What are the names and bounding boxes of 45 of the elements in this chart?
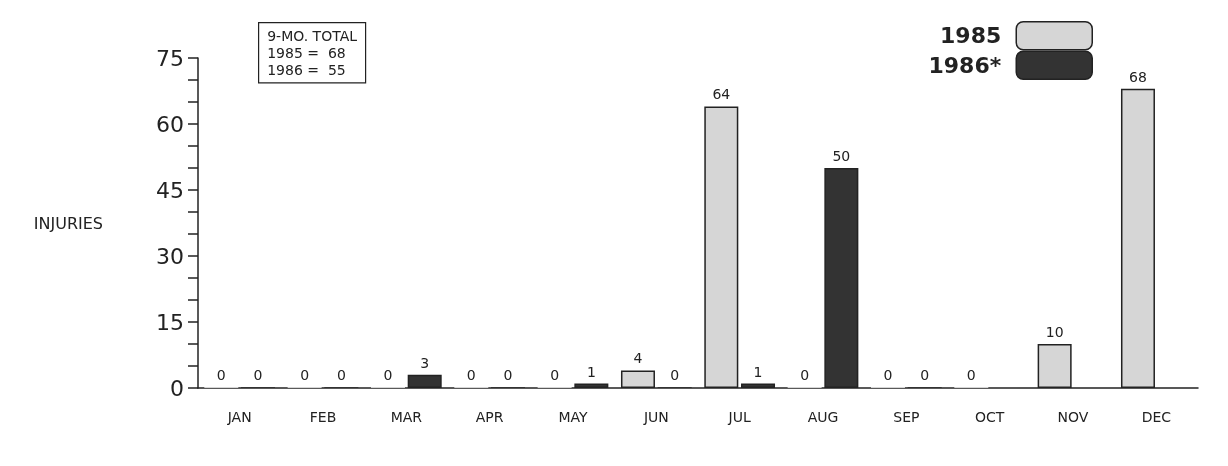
y-tick-label: 60 <box>156 111 184 137</box>
y-axis-title: INJURIES <box>33 213 103 233</box>
data-label: 0 <box>253 367 263 383</box>
annotation: 1986 = 55 <box>267 61 346 78</box>
data-label: 64 <box>712 86 731 103</box>
y-tick-label: 45 <box>156 177 184 203</box>
data-label: 0 <box>800 367 810 383</box>
x-tick-label: DEC <box>1141 409 1172 425</box>
data-label: 0 <box>920 367 930 383</box>
data-label: 0 <box>966 367 976 383</box>
x-tick-label: MAY <box>558 409 589 425</box>
y-tick-label: 15 <box>156 309 184 335</box>
x-tick-label: OCT <box>974 409 1005 425</box>
data-label: 0 <box>300 367 310 383</box>
x-tick-label: JUL <box>727 409 751 425</box>
data-label: 10 <box>1045 324 1064 340</box>
data-label: 0 <box>216 367 226 383</box>
legend-label: 1985 <box>940 23 1002 49</box>
data-label: 0 <box>550 367 560 383</box>
text: 9-MO. TOTAL <box>267 27 358 44</box>
x-tick-label: SEP <box>893 409 920 425</box>
annotation: 1985 = 68 <box>267 44 346 61</box>
y-tick-label: 75 <box>156 45 184 71</box>
legend-label: 1986* <box>928 52 1002 78</box>
y-tick-label: 0 <box>170 375 184 401</box>
x-tick-label: FEB <box>309 409 337 425</box>
data-label: 0 <box>883 367 893 383</box>
data-label: 68 <box>1129 68 1147 85</box>
data-label: 1 <box>586 363 596 380</box>
x-tick-label: MAR <box>390 409 423 425</box>
data-label: 0 <box>336 367 346 383</box>
data-label: 0 <box>670 367 680 383</box>
data-label: 0 <box>466 367 476 383</box>
x-tick-label: JUN <box>642 409 669 425</box>
data-label: 0 <box>503 367 513 383</box>
data-label: 3 <box>420 354 430 371</box>
data-label: 4 <box>633 350 643 367</box>
data-label: 0 <box>383 367 393 383</box>
y-tick-label: 30 <box>156 243 184 269</box>
x-tick-label: NOV <box>1057 409 1089 425</box>
x-tick-label: APR <box>475 409 504 425</box>
data-label: 50 <box>832 148 851 164</box>
x-tick-label: AUG <box>807 409 839 425</box>
data-label: 1 <box>753 363 763 380</box>
x-tick-label: JAN <box>226 409 252 425</box>
